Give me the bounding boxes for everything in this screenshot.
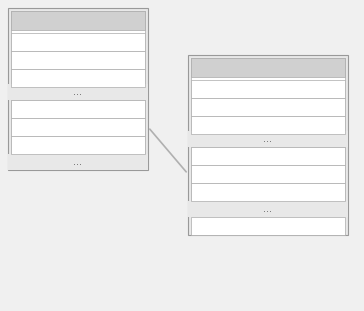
Bar (188, 55, 348, 235)
Text: RAW_CONTACT_ID: RAW_CONTACT_ID (15, 37, 106, 47)
Text: IS_PRIMARY: IS_PRIMARY (195, 120, 255, 130)
Bar (11, 118, 145, 136)
Text: DATA15: DATA15 (195, 221, 229, 230)
Text: MIMETYPE: MIMETYPE (195, 103, 248, 112)
Text: Label: Label (15, 141, 39, 150)
Bar (11, 100, 145, 154)
Bar (191, 116, 345, 134)
Bar (11, 136, 145, 154)
Bar (191, 58, 345, 77)
Bar (191, 58, 345, 131)
Bar (191, 217, 345, 235)
Bar (188, 201, 348, 217)
Bar (191, 165, 345, 183)
Text: ...: ... (74, 157, 83, 167)
Text: ContactsContract.Data: ContactsContract.Data (195, 63, 303, 72)
Bar (11, 69, 145, 87)
Text: ...: ... (264, 204, 273, 214)
Text: Address: Address (15, 104, 51, 114)
Bar (11, 11, 145, 84)
Text: RAW_CONTACT_ID: RAW_CONTACT_ID (195, 84, 286, 94)
Bar (191, 98, 345, 116)
Text: DATA1: DATA1 (195, 151, 223, 160)
Bar (191, 147, 345, 201)
Text: MIMETYPE: MIMETYPE (15, 55, 68, 64)
Bar (11, 33, 145, 51)
Bar (11, 51, 145, 69)
Bar (191, 80, 345, 98)
Bar (191, 183, 345, 201)
Bar (188, 131, 348, 147)
Bar (11, 100, 145, 118)
Text: DATA3: DATA3 (195, 188, 223, 197)
Text: Type: Type (15, 123, 36, 132)
Text: ...: ... (74, 87, 83, 97)
Bar (11, 11, 145, 30)
Bar (8, 84, 148, 100)
Bar (191, 147, 345, 165)
Bar (8, 154, 148, 170)
Text: CommonDataKinds.Email: CommonDataKinds.Email (15, 16, 134, 25)
Text: IS_PRIMARY: IS_PRIMARY (15, 73, 75, 82)
Text: DATA2: DATA2 (195, 169, 223, 179)
Bar (8, 8, 148, 170)
Text: ...: ... (264, 134, 273, 144)
